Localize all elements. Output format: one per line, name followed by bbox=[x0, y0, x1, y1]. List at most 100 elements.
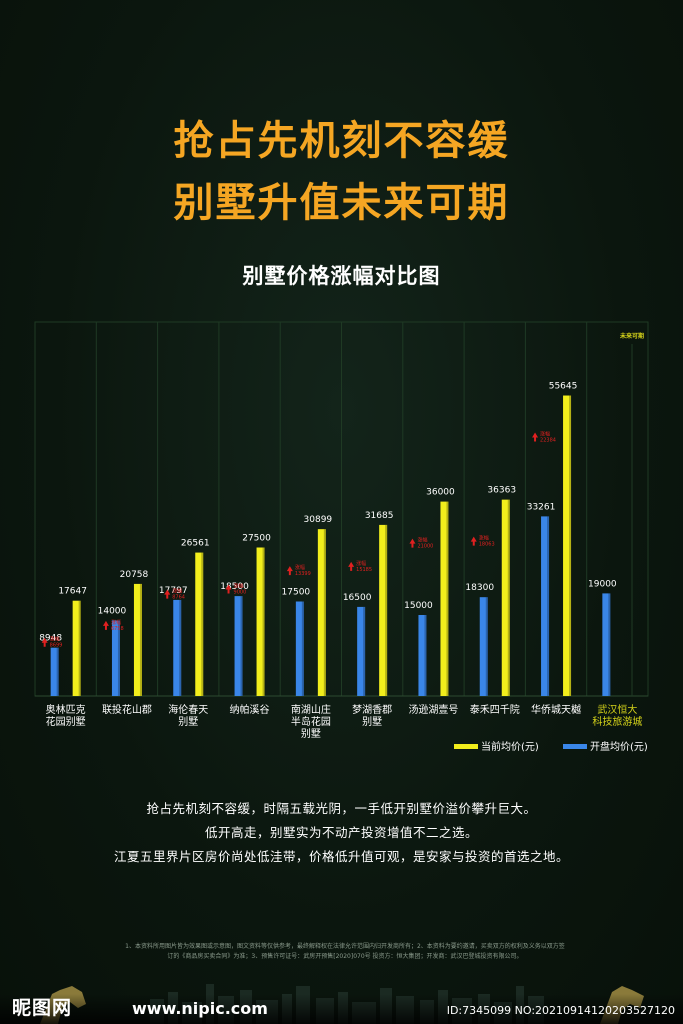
current-price-label: 26561 bbox=[181, 539, 210, 549]
headline-line-2: 别墅升值未来可期 bbox=[173, 180, 510, 226]
opening-price-bar-shade bbox=[608, 593, 611, 696]
opening-price-label: 18500 bbox=[220, 582, 249, 592]
current-price-label: 31685 bbox=[365, 511, 394, 521]
category-label: 科技旅游城 bbox=[592, 715, 642, 728]
bar-chart: 894817647涨幅8699奥林匹克花园别墅1400020758涨幅6758联… bbox=[34, 321, 649, 753]
opening-price-bar bbox=[234, 596, 243, 696]
opening-price-label: 19000 bbox=[588, 579, 617, 589]
category-label: 别墅 bbox=[362, 716, 382, 728]
current-price-bar-shade bbox=[446, 501, 449, 696]
opening-price-bar-shade bbox=[363, 606, 366, 696]
category-label: 华侨城天樾 bbox=[531, 703, 581, 716]
opening-price-bar bbox=[418, 615, 427, 696]
opening-price-bar-shade bbox=[117, 620, 120, 696]
opening-price-bar bbox=[357, 606, 366, 696]
current-price-bar bbox=[501, 499, 510, 696]
opening-price-bar-shade bbox=[485, 597, 488, 696]
disclaimer-line-2: 订的《商品房买卖合同》为准；3、预售许可证号：武房开预售[2020]070号 投… bbox=[167, 953, 523, 960]
opening-price-bar bbox=[173, 599, 182, 696]
increase-caption: 涨幅 bbox=[479, 535, 489, 542]
headline-line-1: 抢占先机刻不容缓 bbox=[173, 118, 510, 164]
increase-caption: 涨幅 bbox=[172, 588, 182, 595]
current-price-bar-shade bbox=[507, 499, 510, 696]
category-label: 梦湖香郡 bbox=[352, 704, 392, 716]
current-price-bar bbox=[440, 501, 449, 696]
increase-value: 22384 bbox=[540, 438, 556, 444]
increase-value: 13399 bbox=[295, 571, 311, 577]
increase-value: 8764 bbox=[172, 595, 185, 601]
increase-arrow-icon bbox=[470, 536, 477, 546]
opening-price-label: 15000 bbox=[404, 601, 433, 611]
category-label: 汤逊湖壹号 bbox=[408, 703, 458, 716]
increase-arrow-icon bbox=[164, 589, 171, 599]
body-paragraph-1: 抢占先机刻不容缓，时隔五载光阴，一手低开别墅价溢价攀升巨大。 bbox=[146, 801, 537, 816]
current-price-bar bbox=[379, 524, 388, 696]
opening-price-bar bbox=[479, 597, 488, 696]
current-price-bar-shade bbox=[78, 600, 81, 696]
increase-value: 18063 bbox=[479, 542, 495, 548]
current-price-bar-shade bbox=[139, 583, 142, 696]
current-price-label: 27500 bbox=[242, 534, 271, 544]
opening-price-bar bbox=[50, 647, 59, 696]
current-price-bar bbox=[72, 600, 81, 696]
body-paragraph-2: 低开高走，别墅实为不动产投资增值不二之选。 bbox=[204, 825, 478, 840]
increase-arrow-icon bbox=[225, 584, 232, 594]
increase-caption: 涨幅 bbox=[50, 636, 60, 643]
legend-swatch-opening bbox=[563, 744, 587, 749]
opening-price-bar bbox=[541, 516, 550, 696]
increase-caption: 涨幅 bbox=[234, 583, 244, 590]
opening-price-label: 14000 bbox=[98, 606, 127, 616]
category-label: 别墅 bbox=[178, 716, 198, 728]
current-price-bar-shade bbox=[323, 529, 326, 696]
current-price-label: 20758 bbox=[120, 570, 149, 580]
increase-caption: 涨幅 bbox=[417, 537, 427, 544]
increase-caption: 涨幅 bbox=[111, 619, 121, 626]
category-label: 武汉恒大 bbox=[597, 703, 637, 716]
footer-watermark-strip bbox=[0, 994, 683, 1024]
current-price-bar-shade bbox=[385, 524, 388, 696]
increase-value: 21000 bbox=[417, 544, 433, 550]
category-label: 半岛花园 bbox=[291, 715, 331, 728]
current-price-bar-shade bbox=[569, 395, 572, 696]
opening-price-bar-shade bbox=[547, 516, 550, 696]
current-price-bar bbox=[256, 547, 265, 696]
body-paragraph-3: 江夏五里界片区房价尚处低洼带，价格低升值可观，是安家与投资的首选之地。 bbox=[113, 849, 569, 864]
category-label: 奥林匹克 bbox=[46, 703, 86, 716]
increase-arrow-icon bbox=[286, 566, 293, 576]
increase-arrow-icon bbox=[348, 561, 355, 571]
increase-value: 15185 bbox=[356, 567, 372, 573]
category-label: 联投花山郡 bbox=[102, 703, 152, 716]
opening-price-label: 33261 bbox=[527, 502, 556, 512]
current-price-label: 36000 bbox=[426, 488, 455, 498]
category-label: 南湖山庄 bbox=[291, 703, 331, 716]
increase-caption: 涨幅 bbox=[540, 431, 550, 438]
category-label: 海伦春天 bbox=[168, 703, 208, 716]
disclaimer-line-1: 1、本资料所用图片皆为效果图或示意图，图文资料等仅供参考，最终解释权在法律允许范… bbox=[125, 943, 565, 950]
legend-label-opening: 开盘均价(元) bbox=[590, 740, 648, 753]
watermark-image-id: ID:7345099 NO:20210914120203527120 bbox=[446, 1004, 675, 1017]
category-label: 别墅 bbox=[301, 728, 321, 740]
legend-swatch-current bbox=[454, 744, 478, 749]
opening-price-bar bbox=[111, 620, 120, 696]
opening-price-bar-shade bbox=[56, 647, 59, 696]
increase-value: 9000 bbox=[234, 590, 247, 596]
watermark-logo: 昵图网 bbox=[12, 997, 73, 1019]
current-price-bar bbox=[133, 583, 142, 696]
current-price-bar-shade bbox=[262, 547, 265, 696]
opening-price-label: 8948 bbox=[39, 634, 62, 644]
watermark-site: www.nipic.com bbox=[132, 999, 268, 1018]
current-price-label: 55645 bbox=[549, 382, 578, 392]
category-label: 纳帕溪谷 bbox=[230, 703, 270, 716]
increase-caption: 涨幅 bbox=[295, 564, 305, 571]
current-price-label: 17647 bbox=[58, 587, 87, 597]
increase-caption: 涨幅 bbox=[356, 560, 366, 567]
increase-arrow-icon bbox=[409, 538, 416, 548]
opening-price-bar-shade bbox=[179, 599, 182, 696]
current-price-bar-shade bbox=[201, 552, 204, 696]
increase-arrow-icon bbox=[41, 637, 48, 647]
current-price-bar bbox=[317, 529, 326, 696]
opening-price-bar bbox=[602, 593, 611, 696]
increase-value: 8699 bbox=[50, 643, 63, 649]
current-price-label: 36363 bbox=[487, 486, 516, 496]
opening-price-bar-shade bbox=[240, 596, 243, 696]
